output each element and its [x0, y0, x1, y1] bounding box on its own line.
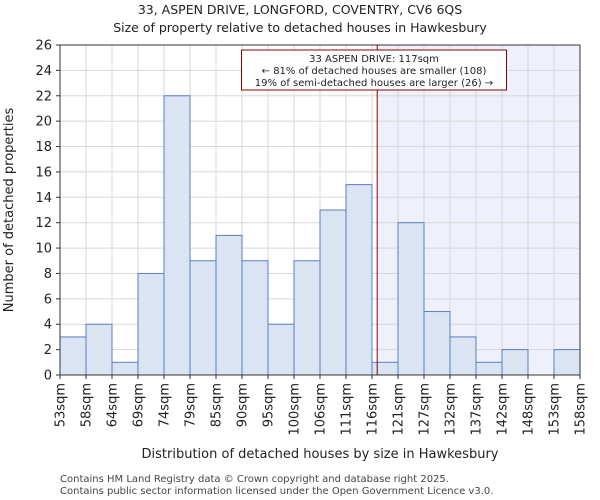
- x-tick-label: 64sqm: [106, 383, 121, 427]
- y-tick-label: 24: [35, 64, 52, 79]
- y-tick-label: 10: [35, 242, 52, 257]
- x-tick-label: 111sqm: [340, 383, 355, 436]
- bar-116sqm: [371, 361, 399, 376]
- y-axis-label: Number of detached properties: [2, 108, 17, 313]
- y-tick-label: 8: [44, 267, 52, 282]
- x-tick-label: 100sqm: [288, 383, 303, 436]
- bar-132sqm: [449, 336, 477, 376]
- x-tick-label: 127sqm: [418, 383, 433, 436]
- y-tick-label: 12: [35, 216, 52, 231]
- x-tick-label: 116sqm: [366, 383, 381, 436]
- y-tick-label: 18: [35, 140, 52, 155]
- x-tick-label: 148sqm: [522, 383, 537, 436]
- bar-69sqm: [137, 272, 165, 376]
- y-tick-label: 16: [35, 165, 52, 180]
- annotation-line-1: 33 ASPEN DRIVE: 117sqm: [309, 54, 439, 65]
- bar-127sqm: [423, 311, 451, 376]
- y-tick-label: 4: [44, 318, 52, 333]
- bar-85sqm: [215, 234, 243, 376]
- bar-79sqm: [189, 260, 217, 376]
- bar-142sqm: [501, 349, 529, 376]
- bar-64sqm: [111, 361, 139, 376]
- y-tick-label: 14: [35, 191, 52, 206]
- bar-58sqm: [85, 323, 113, 376]
- y-tick-label: 22: [35, 89, 52, 104]
- annotation-box: [241, 49, 507, 91]
- x-tick-label: 121sqm: [392, 383, 407, 436]
- x-tick-label: 153sqm: [548, 383, 563, 436]
- bar-53sqm: [59, 336, 87, 376]
- footer-line-2: Contains public sector information licen…: [60, 486, 493, 497]
- bar-95sqm: [267, 323, 295, 376]
- x-tick-label: 142sqm: [496, 383, 511, 436]
- y-tick-label: 26: [35, 39, 52, 54]
- bar-90sqm: [241, 260, 269, 376]
- x-tick-label: 69sqm: [132, 383, 147, 427]
- bar-121sqm: [397, 222, 425, 376]
- chart-subtitle: Size of property relative to detached ho…: [113, 20, 487, 35]
- bar-111sqm: [345, 184, 373, 376]
- x-tick-label: 106sqm: [314, 383, 329, 436]
- x-tick-label: 58sqm: [80, 383, 95, 427]
- x-tick-label: 74sqm: [158, 383, 173, 427]
- x-tick-label: 137sqm: [470, 383, 485, 436]
- bar-106sqm: [319, 209, 347, 376]
- y-tick-label: 6: [44, 292, 52, 307]
- x-axis-ticks: 53sqm 58sqm 64sqm 69sqm 74sqm 79sqm 85sqm 90sqm…: [54, 375, 589, 436]
- x-tick-label: 95sqm: [262, 383, 277, 427]
- y-tick-label: 2: [44, 343, 52, 358]
- chart-title: 33, ASPEN DRIVE, LONGFORD, COVENTRY, CV6…: [138, 2, 462, 17]
- bar-100sqm: [293, 260, 321, 376]
- bar-137sqm: [475, 361, 503, 376]
- x-tick-label: 53sqm: [54, 383, 69, 427]
- x-tick-label: 132sqm: [444, 383, 459, 436]
- y-tick-label: 20: [35, 115, 52, 130]
- x-tick-label: 85sqm: [210, 383, 225, 427]
- x-tick-label: 79sqm: [184, 383, 199, 427]
- x-axis-label: Distribution of detached houses by size …: [142, 447, 499, 462]
- footer-line-1: Contains HM Land Registry data © Crown c…: [60, 474, 449, 485]
- x-tick-label: 158sqm: [574, 383, 589, 436]
- x-tick-label: 90sqm: [236, 383, 251, 427]
- bars: [59, 95, 581, 376]
- y-tick-label: 0: [44, 369, 52, 384]
- bar-153sqm: [553, 349, 581, 376]
- bar-74sqm: [163, 95, 191, 376]
- property-annotation: 33 ASPEN DRIVE: 117sqm ← 81% of detached…: [241, 49, 507, 91]
- annotation-line-2: ← 81% of detached houses are smaller (10…: [262, 66, 487, 77]
- annotation-line-3: 19% of semi-detached houses are larger (…: [255, 78, 493, 89]
